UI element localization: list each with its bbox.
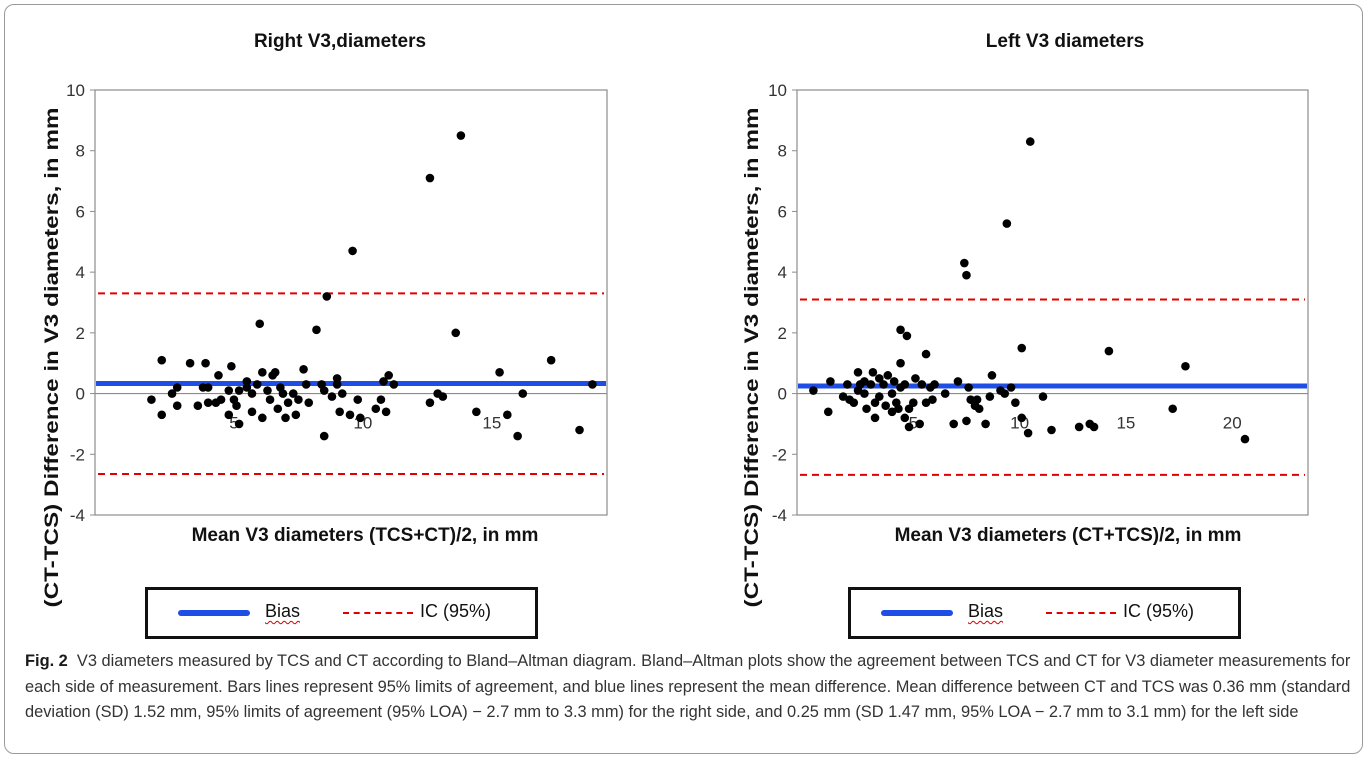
- caption-label: Fig. 2: [25, 652, 68, 670]
- caption-text: V3 diameters measured by TCS and CT acco…: [25, 652, 1351, 721]
- legend-left: Bias IC (95%): [848, 587, 1241, 639]
- figure-frame: Right V3,diameters Left V3 diameters Bia…: [4, 4, 1363, 754]
- chart-title-left: Left V3 diameters: [985, 31, 1145, 52]
- figure-caption: Fig. 2 V3 diameters measured by TCS and …: [25, 649, 1355, 726]
- legend-bias-swatch: [881, 610, 953, 616]
- legend-bias-label: Bias: [968, 601, 1004, 621]
- legend-bias-swatch: [178, 610, 250, 616]
- chart-title-right: Right V3,diameters: [253, 31, 427, 52]
- legend-right: Bias IC (95%): [145, 587, 538, 639]
- legend-bias-label: Bias: [265, 601, 301, 621]
- legend-ic-label: IC (95%): [1123, 601, 1195, 621]
- legend-ic-swatch: [1046, 612, 1116, 614]
- legend-ic-label: IC (95%): [420, 601, 492, 621]
- legend-ic-swatch: [343, 612, 413, 614]
